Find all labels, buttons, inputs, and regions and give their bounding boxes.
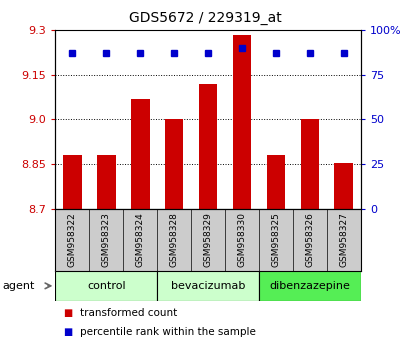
Text: GSM958330: GSM958330: [237, 212, 246, 267]
Text: ■: ■: [63, 308, 73, 318]
Text: control: control: [87, 281, 125, 291]
Text: bevacizumab: bevacizumab: [171, 281, 245, 291]
Bar: [300, 120, 319, 209]
Text: GSM958322: GSM958322: [67, 212, 76, 267]
Bar: [232, 35, 251, 209]
Text: GSM958328: GSM958328: [169, 212, 178, 267]
Text: agent: agent: [2, 281, 34, 291]
Bar: [130, 99, 149, 209]
Text: percentile rank within the sample: percentile rank within the sample: [80, 327, 255, 337]
Bar: [198, 84, 217, 209]
Bar: [97, 155, 115, 209]
Text: GSM958326: GSM958326: [305, 212, 314, 267]
Text: ■: ■: [63, 327, 73, 337]
Text: GSM958324: GSM958324: [135, 212, 144, 267]
Bar: [334, 163, 352, 209]
Bar: [63, 155, 81, 209]
Bar: [258, 271, 360, 301]
Text: transformed count: transformed count: [80, 308, 177, 318]
Text: dibenzazepine: dibenzazepine: [269, 281, 349, 291]
Text: GSM958327: GSM958327: [339, 212, 348, 267]
Bar: [55, 271, 157, 301]
Bar: [157, 271, 258, 301]
Bar: [164, 120, 183, 209]
Text: GSM958323: GSM958323: [101, 212, 110, 267]
Text: GSM958329: GSM958329: [203, 212, 212, 267]
Bar: [266, 155, 285, 209]
Text: GSM958325: GSM958325: [271, 212, 280, 267]
Text: GDS5672 / 229319_at: GDS5672 / 229319_at: [128, 11, 281, 25]
